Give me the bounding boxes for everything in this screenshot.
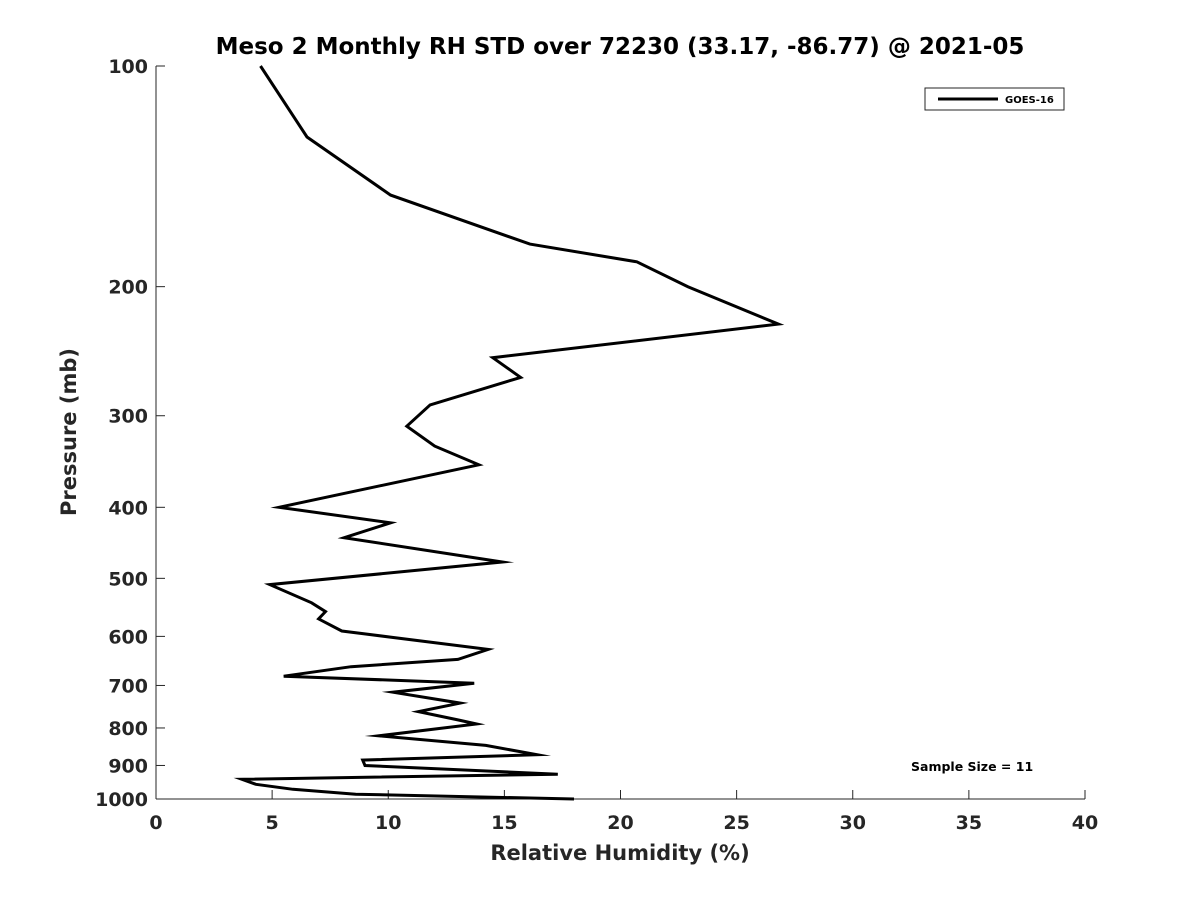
x-tick-label: 30	[840, 812, 866, 834]
x-tick-label: 15	[491, 812, 517, 834]
y-tick-label: 500	[108, 568, 148, 590]
legend-label-goes-16: GOES-16	[1005, 95, 1054, 106]
x-tick-label: 20	[607, 812, 633, 834]
sample-size-annotation: Sample Size = 11	[911, 759, 1033, 774]
x-tick-label: 25	[723, 812, 749, 834]
x-tick-label: 0	[149, 812, 162, 834]
y-tick-label: 400	[108, 497, 148, 519]
y-ticks: 100 200 300 400 500 600 700 800 900 1000	[95, 56, 165, 811]
y-tick-label: 200	[108, 277, 148, 299]
x-tick-label: 5	[266, 812, 279, 834]
x-tick-label: 35	[956, 812, 982, 834]
y-tick-label: 600	[108, 626, 148, 648]
y-tick-label: 900	[108, 755, 148, 777]
series-layer	[233, 65, 785, 801]
x-ticks: 0 5 10 15 20 25 30 35 40	[149, 790, 1098, 834]
y-tick-label: 700	[108, 675, 148, 697]
y-tick-label: 300	[108, 406, 148, 428]
y-tick-label: 800	[108, 718, 148, 740]
y-axis-label: Pressure (mb)	[57, 348, 81, 516]
x-tick-label: 10	[375, 812, 401, 834]
plot-axes	[155, 66, 1085, 800]
y-tick-label: 100	[108, 56, 148, 78]
y-tick-label: 1000	[95, 789, 148, 811]
x-axis-label: Relative Humidity (%)	[490, 841, 749, 865]
series-line-goes-16	[233, 65, 785, 801]
x-tick-label: 40	[1072, 812, 1098, 834]
chart-title: Meso 2 Monthly RH STD over 72230 (33.17,…	[216, 34, 1025, 60]
legend: GOES-16	[924, 87, 1065, 111]
